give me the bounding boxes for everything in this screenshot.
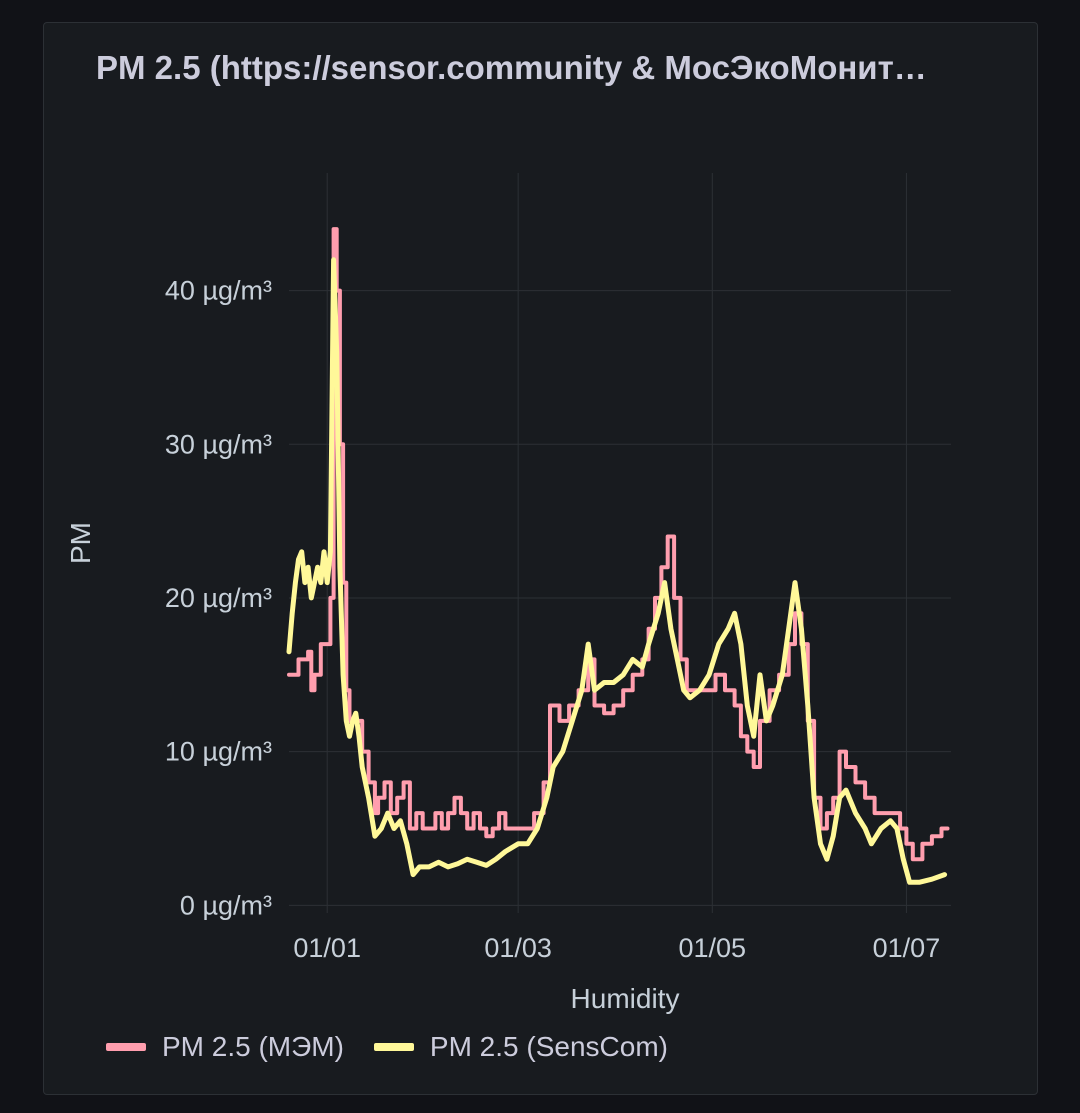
x-tick-label: 01/07 <box>873 933 941 963</box>
y-tick-label: 10 µg/m³ <box>165 737 272 767</box>
x-tick-label: 01/03 <box>484 933 552 963</box>
series-line-mem[interactable] <box>287 227 950 862</box>
y-tick-label: 40 µg/m³ <box>165 276 272 306</box>
legend-swatch-senscom <box>373 1043 414 1051</box>
grid <box>289 173 951 913</box>
x-axis-ticks: 01/01 01/03 01/05 01/07 <box>293 933 940 963</box>
chart-panel: PM 2.5 (https://sensor.community & МосЭк… <box>43 22 1038 1095</box>
x-tick-label: 01/01 <box>293 933 361 963</box>
legend-label-mem: PM 2.5 (МЭМ) <box>162 1031 344 1062</box>
y-axis-label: PM <box>65 522 96 564</box>
legend-item-mem[interactable]: PM 2.5 (МЭМ) <box>106 1031 344 1063</box>
y-tick-label: 30 µg/m³ <box>165 429 272 459</box>
y-tick-label: 20 µg/m³ <box>165 583 272 613</box>
y-tick-label: 0 µg/m³ <box>180 890 272 920</box>
legend: PM 2.5 (МЭМ) PM 2.5 (SensCom) <box>106 1031 668 1063</box>
series-line-senscom[interactable] <box>286 257 948 885</box>
y-axis-ticks: 0 µg/m³ 10 µg/m³ 20 µg/m³ 30 µg/m³ 40 µg/m³ <box>165 276 272 921</box>
x-axis-label: Humidity <box>571 983 680 1014</box>
series-lines <box>286 227 950 885</box>
legend-item-senscom[interactable]: PM 2.5 (SensCom) <box>373 1031 668 1063</box>
x-tick-label: 01/05 <box>679 933 747 963</box>
legend-swatch-mem <box>106 1043 146 1051</box>
legend-label-senscom: PM 2.5 (SensCom) <box>429 1031 668 1062</box>
